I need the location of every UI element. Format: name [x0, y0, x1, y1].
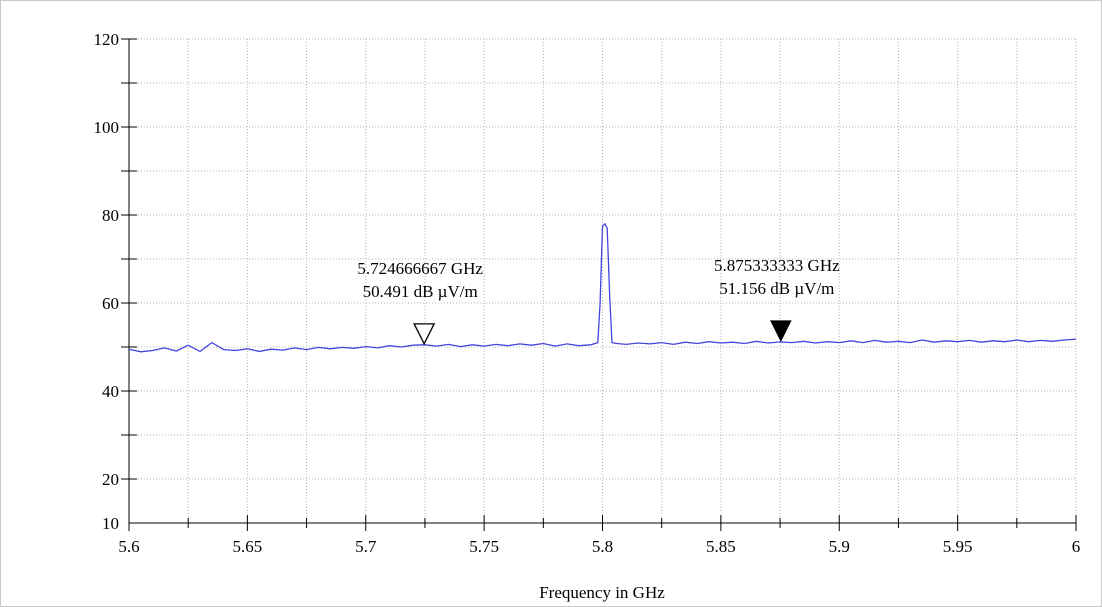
y-tick-label: 80: [102, 206, 119, 225]
x-axis-title: Frequency in GHz: [539, 583, 665, 602]
y-tick-label: 10: [102, 514, 119, 533]
marker-level-label: 50.491 dB µV/m: [363, 282, 478, 301]
spectrum-trace: [128, 222, 1077, 353]
marker-filled-triangle: [770, 320, 792, 343]
x-tick-label: 5.7: [355, 537, 377, 556]
y-tick-label: 120: [94, 30, 120, 49]
ticks: 5.6 5.65 5.7 5.75 5.8 5.85 5.9 5.95 6 10 20 40 60 80 1…: [94, 30, 1081, 556]
grid: [129, 38, 1077, 523]
y-tick-label: 100: [94, 118, 120, 137]
x-tick-label: 5.95: [943, 537, 973, 556]
marker-open-triangle: [413, 323, 436, 346]
x-tick-label: 5.65: [233, 537, 263, 556]
y-tick-label: 60: [102, 294, 119, 313]
y-tick-label: 40: [102, 382, 119, 401]
y-tick-label: 20: [102, 470, 119, 489]
marker-frequency-label: 5.875333333 GHz: [714, 256, 840, 275]
x-tick-label: 5.6: [118, 537, 139, 556]
marker-level-label: 51.156 dB µV/m: [719, 279, 834, 298]
x-tick-label: 6: [1072, 537, 1081, 556]
x-tick-label: 5.75: [469, 537, 499, 556]
series: [128, 222, 1077, 353]
marker-frequency-label: 5.724666667 GHz: [357, 259, 483, 278]
x-tick-label: 5.9: [829, 537, 850, 556]
x-tick-label: 5.8: [592, 537, 613, 556]
x-tick-label: 5.85: [706, 537, 736, 556]
markers: 5.724666667 GHz 50.491 dB µV/m 5.875333333…: [357, 256, 840, 346]
